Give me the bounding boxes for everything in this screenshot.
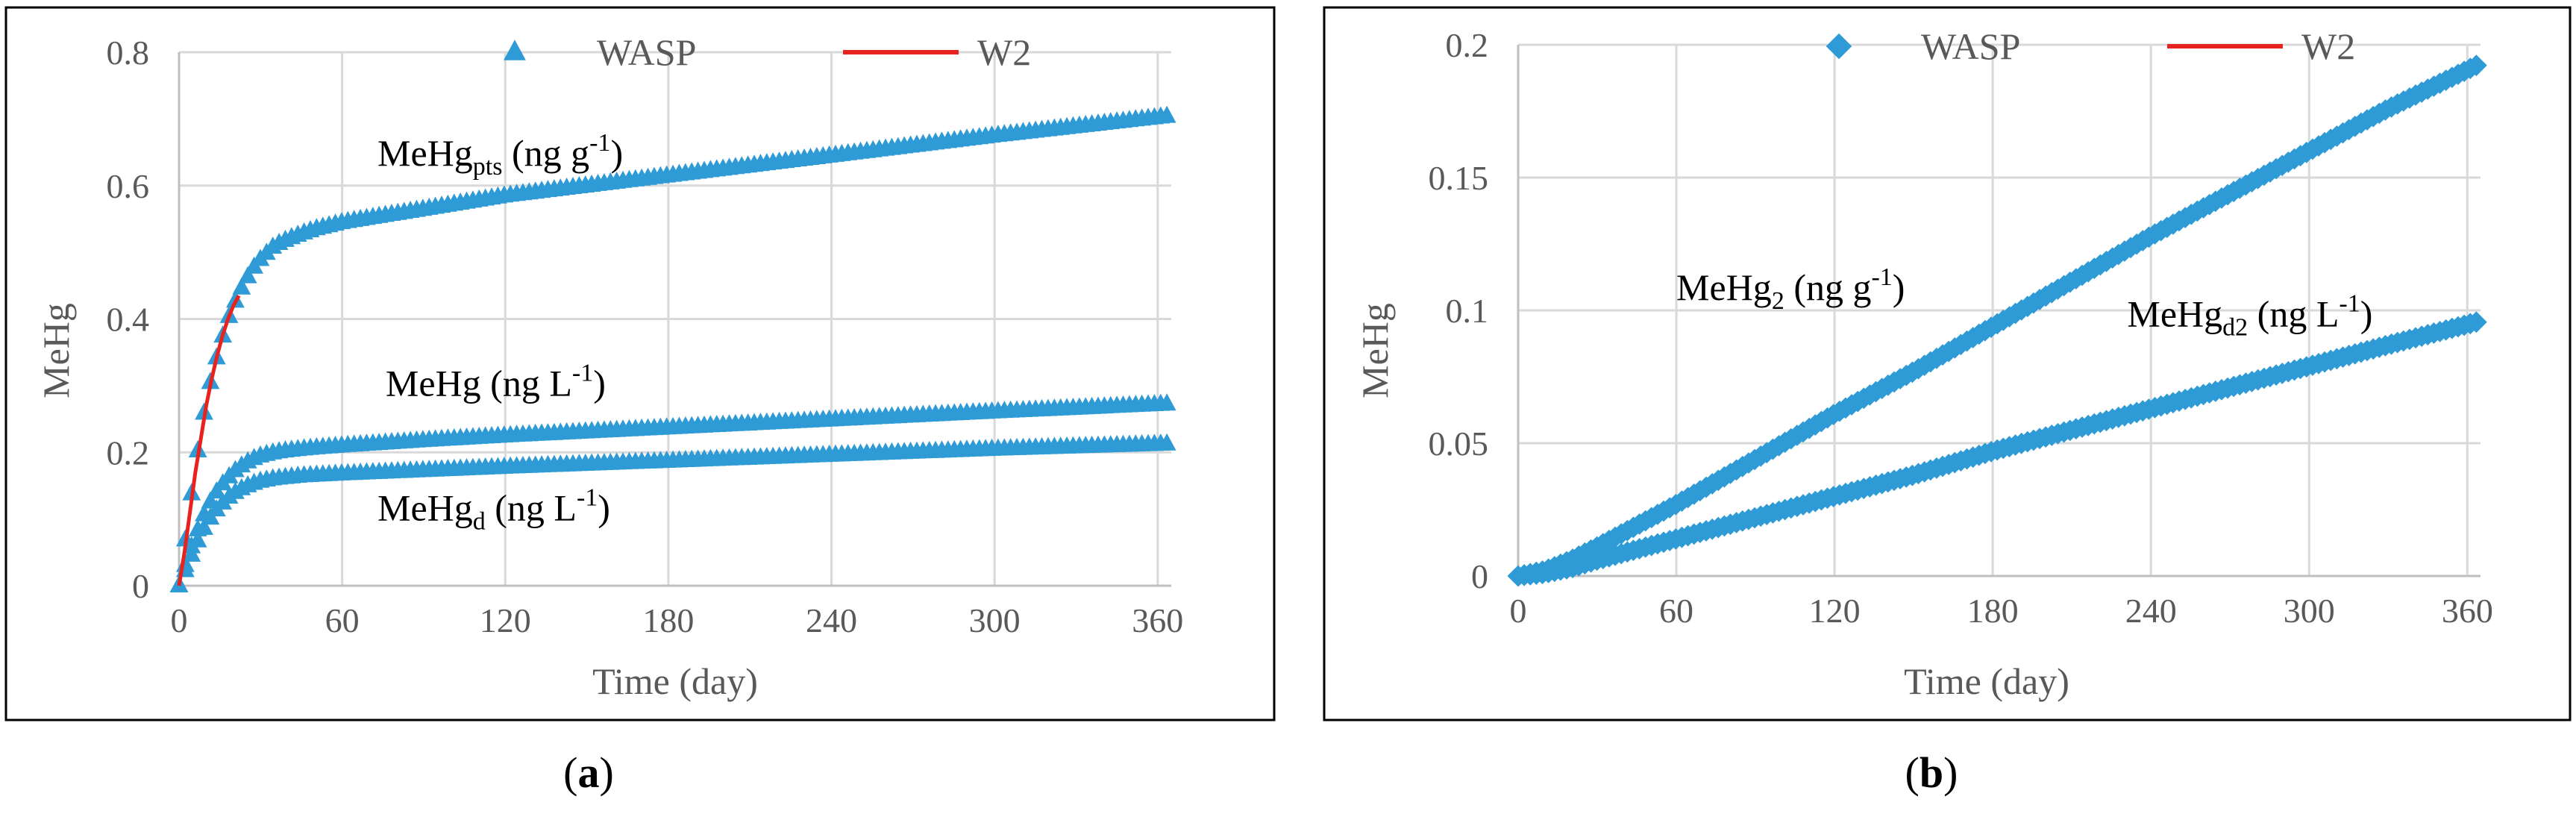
series-wasp-point bbox=[232, 277, 251, 295]
panel-b-y-axis-label: MeHg bbox=[1354, 303, 1396, 398]
x-tick-label: 120 bbox=[1809, 592, 1861, 630]
panel-b-axes bbox=[1517, 45, 2481, 577]
y-tick-label: 0.4 bbox=[107, 301, 150, 339]
panel-a-tick-labels: 0 60 120 180 240 300 360 0 0.2 0.4 0.6 0.8 bbox=[107, 34, 1184, 639]
x-tick-label: 240 bbox=[2125, 592, 2177, 630]
legend-w2-label: W2 bbox=[2301, 25, 2355, 67]
series-wasp-point bbox=[238, 266, 257, 284]
series-wasp-point bbox=[195, 517, 213, 535]
chart-panel-b: 0 60 120 180 240 300 360 0 0.05 0.1 0.15 0.2 WASP W2… bbox=[1323, 6, 2572, 721]
x-tick-label: 300 bbox=[969, 601, 1021, 639]
chart-panel-a: 0 60 120 180 240 300 360 0 0.2 0.4 0.6 0.8 WASP W2 M… bbox=[4, 6, 1276, 721]
curve-annotation: MeHg (ng L-1) bbox=[386, 359, 606, 404]
panel-b-series bbox=[1507, 54, 2487, 587]
panel-b-tick-labels: 0 60 120 180 240 300 360 0 0.05 0.1 0.15 0.2 bbox=[1429, 26, 2493, 630]
panel-a-series bbox=[169, 105, 1176, 592]
panel-a-annotations: MeHgpts (ng g-1) MeHg (ng L-1) MeHgd (ng L… bbox=[377, 129, 623, 535]
x-tick-label: 0 bbox=[1510, 592, 1527, 630]
y-tick-label: 0.05 bbox=[1429, 425, 1489, 463]
panel-a-y-axis-label: MeHg bbox=[35, 303, 77, 398]
panel-a-legend: WASP W2 bbox=[504, 31, 1031, 73]
legend-wasp-marker bbox=[1826, 33, 1852, 60]
series-w2-line bbox=[177, 295, 241, 586]
series-wasp-point bbox=[1157, 393, 1176, 411]
x-tick-label: 60 bbox=[1659, 592, 1693, 630]
panel-a-axes bbox=[178, 52, 1171, 587]
curve-annotation: MeHgd2 (ng L-1) bbox=[2127, 289, 2372, 341]
y-tick-label: 0.6 bbox=[107, 167, 150, 205]
series-wasp-point bbox=[1157, 433, 1176, 451]
series-wasp-point bbox=[2465, 311, 2487, 334]
x-tick-label: 300 bbox=[2284, 592, 2335, 630]
x-tick-label: 60 bbox=[325, 601, 360, 639]
panel-b-letter: b bbox=[1920, 748, 1943, 797]
x-tick-label: 360 bbox=[1132, 601, 1183, 639]
legend-wasp-label: WASP bbox=[1921, 25, 2020, 67]
panel-a-x-axis-label: Time (day) bbox=[592, 660, 758, 702]
legend-wasp-label: WASP bbox=[597, 31, 696, 73]
y-tick-label: 0 bbox=[1471, 557, 1488, 595]
x-tick-label: 360 bbox=[2442, 592, 2493, 630]
x-tick-label: 120 bbox=[480, 601, 531, 639]
curve-annotation: MeHgd (ng L-1) bbox=[377, 483, 610, 535]
x-tick-label: 180 bbox=[1967, 592, 2019, 630]
y-tick-label: 0.2 bbox=[1446, 26, 1489, 64]
series-wasp-point bbox=[2465, 54, 2487, 77]
x-tick-label: 0 bbox=[171, 601, 188, 639]
panel-a-frame bbox=[4, 6, 1276, 721]
panel-b-legend: WASP W2 bbox=[1826, 25, 2355, 67]
legend-w2-label: W2 bbox=[977, 31, 1031, 73]
y-tick-label: 0.1 bbox=[1446, 292, 1489, 330]
x-tick-label: 180 bbox=[642, 601, 694, 639]
y-tick-label: 0.2 bbox=[107, 433, 150, 472]
panel-b-caption: (b) bbox=[1905, 748, 1958, 797]
legend-wasp-marker bbox=[504, 40, 526, 60]
y-tick-label: 0.8 bbox=[107, 34, 150, 72]
y-tick-label: 0.15 bbox=[1429, 159, 1489, 197]
y-tick-label: 0 bbox=[132, 567, 149, 605]
x-tick-label: 240 bbox=[806, 601, 857, 639]
curve-annotation: MeHgpts (ng g-1) bbox=[377, 129, 623, 181]
series-wasp-point bbox=[1157, 105, 1176, 123]
series-wasp-point bbox=[182, 544, 201, 562]
panel-b-x-axis-label: Time (day) bbox=[1904, 660, 2069, 702]
panel-a-letter: a bbox=[578, 748, 600, 797]
panel-b-annotations: MeHg2 (ng g-1) MeHgd2 (ng L-1) bbox=[1676, 263, 2372, 342]
series-wasp-point bbox=[188, 530, 207, 548]
panel-a-caption: (a) bbox=[563, 748, 614, 797]
curve-annotation: MeHg2 (ng g-1) bbox=[1676, 263, 1905, 315]
